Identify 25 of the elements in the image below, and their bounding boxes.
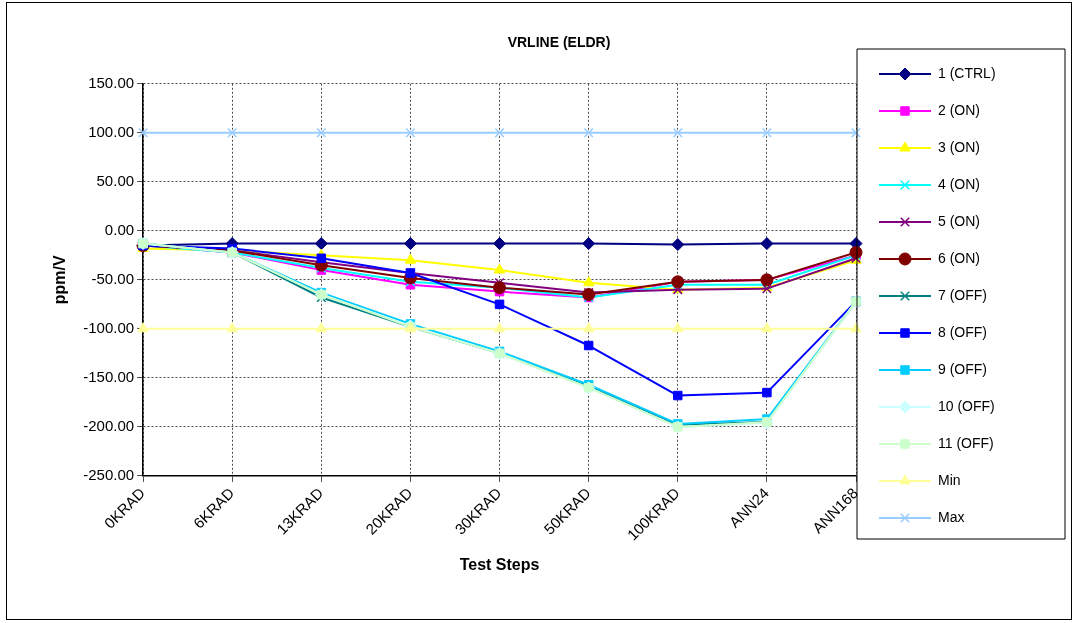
y-tick-label: 0.00 [104, 220, 135, 238]
y-tick-label: -50.00 [91, 269, 135, 287]
legend-label: 4 (ON) [938, 175, 980, 192]
legend-label: 3 (ON) [938, 138, 980, 155]
y-tick-label: -100.00 [83, 319, 135, 337]
legend-label: 1 (CTRL) [938, 64, 996, 81]
legend-label: Min [938, 471, 961, 488]
y-axis-title: ppm/V [51, 255, 69, 305]
y-tick-label: -250.00 [83, 466, 135, 484]
legend-label: 7 (OFF) [938, 286, 987, 303]
legend-label: Max [938, 508, 965, 525]
legend-label: 11 (OFF) [938, 434, 994, 451]
chart-title: VRLINE (ELDR) [507, 34, 611, 51]
legend-label: 10 (OFF) [938, 397, 995, 414]
y-tick-label: -200.00 [83, 417, 135, 435]
y-tick-label: 150.00 [88, 73, 135, 91]
x-axis-title: Test Steps [459, 555, 540, 573]
legend-label: 8 (OFF) [938, 323, 987, 340]
legend-label: 6 (ON) [938, 249, 980, 266]
y-tick-label: -150.00 [83, 368, 135, 386]
legend-label: 2 (ON) [938, 101, 980, 118]
legend-label: 9 (OFF) [938, 360, 987, 377]
y-tick-label: 100.00 [88, 122, 135, 140]
legend-label: 5 (ON) [938, 212, 980, 229]
y-tick-label: 50.00 [96, 171, 135, 189]
